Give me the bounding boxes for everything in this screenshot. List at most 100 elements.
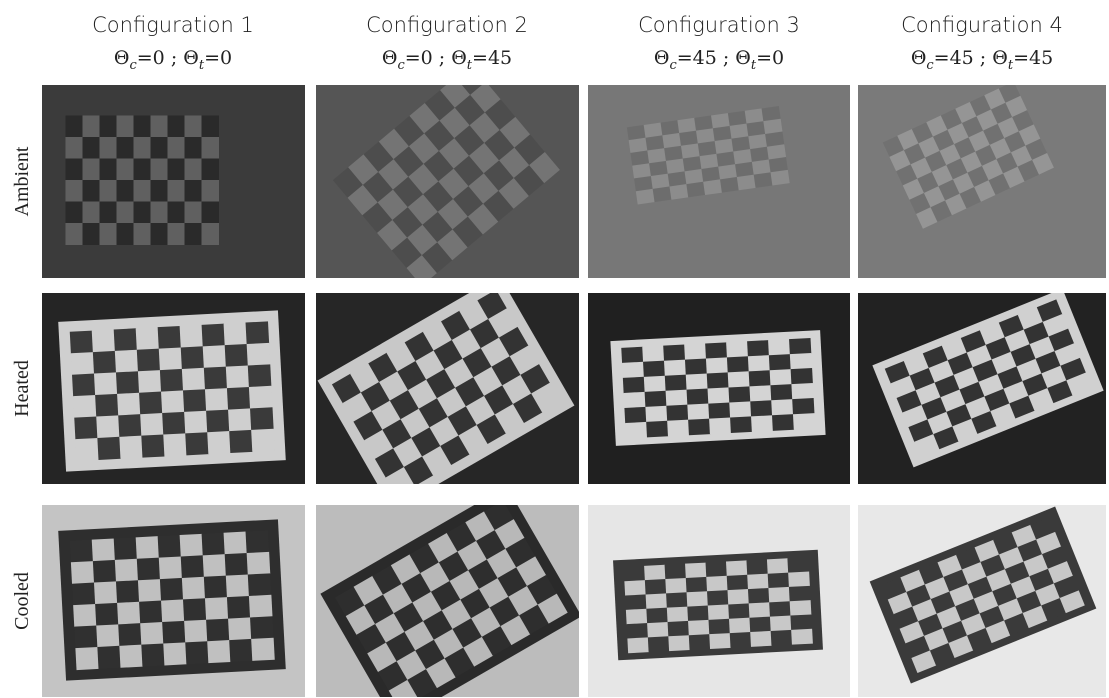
square: [793, 413, 815, 430]
square: [749, 602, 771, 618]
square: [246, 321, 270, 344]
square: [770, 616, 792, 632]
square: [94, 581, 118, 604]
square: [246, 530, 270, 553]
square: [66, 159, 84, 181]
square: [627, 637, 649, 653]
square: [185, 137, 203, 159]
square: [204, 367, 228, 390]
square: [737, 175, 756, 191]
square: [706, 357, 728, 374]
square: [646, 608, 668, 624]
subtitle-text: =45 ; Θ: [677, 47, 751, 69]
column-subtitle: Θc=45 ; Θt=0: [654, 47, 784, 73]
square: [134, 137, 152, 159]
subtitle-text: Θ: [654, 47, 670, 69]
square: [134, 180, 152, 202]
square: [158, 535, 182, 558]
checkerboard: [58, 310, 286, 471]
square: [623, 377, 645, 394]
square: [151, 137, 169, 159]
square: [168, 223, 186, 245]
square: [66, 116, 84, 138]
square: [116, 580, 140, 603]
square: [114, 537, 138, 560]
square: [207, 640, 231, 663]
square: [708, 402, 730, 419]
square: [182, 577, 206, 600]
square: [746, 559, 768, 575]
square: [161, 390, 185, 413]
square: [729, 618, 751, 634]
square: [83, 180, 101, 202]
image-panel: [858, 505, 1106, 697]
square: [730, 416, 752, 433]
square: [139, 601, 163, 624]
square: [229, 430, 253, 453]
square: [205, 597, 229, 620]
square: [788, 572, 810, 588]
square: [767, 558, 789, 574]
square: [644, 565, 666, 581]
image-panel: [858, 289, 1106, 484]
image-panel: [588, 85, 850, 278]
subtitle-text: =45 ; Θ: [934, 47, 1008, 69]
square: [202, 533, 226, 556]
square: [96, 624, 120, 647]
square: [72, 583, 96, 606]
square: [250, 407, 274, 430]
square: [151, 180, 169, 202]
column-title: Configuration 2: [366, 13, 528, 37]
subtitle-text: Θ: [382, 47, 398, 69]
square: [229, 639, 253, 662]
square: [749, 385, 771, 402]
square: [151, 116, 169, 138]
square: [119, 645, 143, 668]
square: [118, 414, 142, 437]
square: [645, 406, 667, 423]
square: [138, 579, 162, 602]
square: [729, 401, 751, 418]
square: [159, 556, 183, 579]
square: [748, 588, 770, 604]
square: [621, 347, 643, 364]
square: [100, 137, 118, 159]
square: [665, 564, 687, 580]
square: [247, 343, 271, 366]
image-panel: [858, 81, 1106, 278]
square: [206, 619, 230, 642]
square: [668, 635, 690, 651]
square: [134, 159, 152, 181]
square: [71, 352, 95, 375]
square: [667, 607, 689, 623]
square: [747, 574, 769, 590]
square: [185, 180, 203, 202]
square: [769, 354, 791, 371]
square: [134, 223, 152, 245]
square: [727, 356, 749, 373]
square: [100, 159, 118, 181]
square: [687, 606, 709, 622]
square: [688, 419, 710, 436]
square: [636, 189, 655, 205]
square: [71, 561, 95, 584]
square: [168, 137, 186, 159]
square: [643, 361, 665, 378]
image-panel: [42, 85, 305, 278]
square: [749, 370, 771, 387]
square: [622, 362, 644, 379]
square: [118, 623, 142, 646]
square: [687, 591, 709, 607]
square: [83, 159, 101, 181]
square: [768, 587, 790, 603]
square: [624, 407, 646, 424]
subtitle-text: =45: [472, 47, 512, 69]
square: [83, 137, 101, 159]
square: [183, 598, 207, 621]
square: [227, 387, 251, 410]
square: [185, 159, 203, 181]
square: [138, 370, 162, 393]
subtitle-text: =45: [1013, 47, 1053, 69]
square: [202, 159, 220, 181]
square: [688, 620, 710, 636]
